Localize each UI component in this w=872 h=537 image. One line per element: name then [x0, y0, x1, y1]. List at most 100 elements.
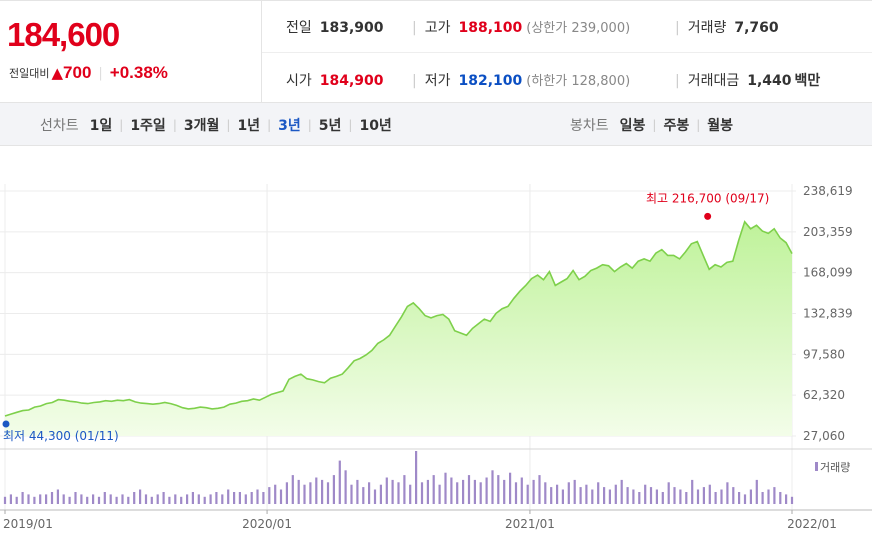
stat-label: 전일	[286, 20, 312, 36]
tab-line-period-6[interactable]: 10년	[359, 118, 392, 134]
volume-bar	[97, 496, 101, 504]
stat-value: 188,100	[458, 20, 523, 36]
volume-bar	[186, 494, 189, 504]
x-axis-ticks: 2019/01 2020/01 2021/01 2022/01	[3, 510, 837, 531]
volume-bar	[133, 492, 136, 504]
volume-bar	[356, 479, 359, 504]
stat-prev-close: 전일 183,900	[286, 17, 384, 37]
tab-candle-period-0[interactable]: 일봉	[619, 118, 646, 134]
tab-line-period-1[interactable]: 1주일	[130, 118, 166, 134]
volume-legend-label: 거래량	[820, 461, 850, 474]
volume-bar	[579, 487, 582, 504]
volume-bar	[92, 494, 95, 504]
volume-bar	[291, 475, 294, 504]
tab-line-period-0[interactable]: 1일	[89, 118, 113, 134]
volume-bar	[168, 496, 171, 504]
divider: |	[412, 20, 417, 36]
volume-bar	[702, 487, 705, 504]
volume-bar	[215, 492, 218, 504]
stat-volume: | 거래량 7,760	[675, 17, 779, 37]
y-tick-label: 203,359	[803, 225, 853, 239]
candle-chart-title: 봉차트	[570, 118, 609, 134]
volume-bar	[503, 479, 506, 504]
volume-bar	[767, 489, 770, 504]
volume-bar	[373, 489, 377, 504]
volume-bars: 거래량	[3, 451, 850, 504]
stat-label: 거래대금	[687, 73, 740, 89]
volume-bar	[321, 479, 324, 504]
volume-bar	[749, 489, 752, 504]
volume-bar	[403, 475, 406, 504]
volume-bar	[150, 496, 153, 504]
divider: |	[412, 73, 417, 89]
volume-bar	[332, 475, 335, 504]
volume-bar	[479, 482, 482, 504]
stat-high: | 고가 188,100 (상한가 239,000)	[412, 17, 630, 37]
tab-candle-period-1[interactable]: 주봉	[663, 118, 690, 134]
stat-open: 시가 184,900	[286, 70, 384, 90]
tab-line-period-2[interactable]: 3개월	[183, 118, 220, 134]
stat-trade-value: | 거래대금 1,440 백만	[675, 70, 820, 90]
x-tick-label: 2019/01	[3, 517, 53, 531]
volume-bar	[626, 487, 629, 504]
tab-divider: |	[172, 118, 177, 132]
volume-bar	[103, 492, 106, 504]
volume-bar	[520, 477, 523, 504]
volume-bar	[732, 487, 735, 504]
volume-bar	[638, 492, 641, 504]
tab-line-period-5[interactable]: 5년	[318, 118, 342, 134]
tab-line-period-4[interactable]: 3년	[278, 118, 301, 134]
volume-bar	[80, 494, 83, 504]
volume-bar	[121, 494, 124, 504]
tab-divider: |	[119, 118, 124, 132]
volume-bar	[556, 484, 559, 504]
tab-candle-period-2[interactable]: 월봉	[707, 118, 734, 134]
volume-bar	[679, 489, 682, 504]
stat-value: 182,100	[458, 73, 523, 89]
change-row: 전일대비 ▲ 700 | +0.38%	[9, 63, 168, 83]
volume-bar	[444, 472, 447, 504]
volume-bar	[550, 487, 553, 504]
volume-bar	[191, 492, 194, 504]
volume-bar	[567, 482, 570, 504]
stat-label: 저가	[424, 73, 451, 89]
volume-bar	[250, 492, 253, 504]
volume-bar	[45, 494, 48, 504]
volume-bar	[9, 494, 12, 504]
volume-bar	[262, 492, 265, 504]
stat-low: | 저가 182,100 (하한가 128,800)	[412, 70, 630, 90]
volume-bar	[303, 484, 306, 504]
volume-bar	[86, 496, 89, 504]
volume-bar	[39, 494, 42, 504]
volume-bar	[297, 479, 300, 504]
line-chart-title: 선차트	[40, 118, 79, 134]
stat-value: 184,900	[319, 73, 384, 89]
min-point-marker	[2, 420, 10, 428]
volume-bar	[56, 489, 59, 504]
volume-bar	[203, 496, 206, 504]
volume-bar	[509, 472, 512, 504]
volume-bar	[620, 479, 623, 504]
chart-period-tabs: 선차트 1일 | 1주일 | 3개월 | 1년 | 3년 | 5년 | 10년 봉차트 일봉 | 주봉 | 월봉	[0, 103, 872, 146]
volume-legend-swatch	[815, 462, 818, 471]
change-label: 전일대비	[9, 67, 50, 80]
volume-bar	[68, 496, 71, 504]
volume-bar	[720, 489, 723, 504]
volume-bar	[450, 477, 453, 504]
volume-bar	[462, 479, 465, 504]
volume-bar	[420, 482, 424, 504]
stat-unit: 백만	[794, 73, 821, 89]
volume-bar	[162, 492, 165, 504]
volume-bar	[755, 479, 758, 504]
x-tick-label: 2022/01	[787, 517, 837, 531]
y-axis-ticks: 238,619 203,359 168,099 132,839 97,580 62,320…	[803, 184, 853, 443]
min-annotation: 최저 44,300 (01/11)	[3, 429, 119, 443]
volume-bar	[591, 489, 594, 504]
y-tick-label: 238,619	[803, 184, 853, 198]
volume-bar	[15, 496, 18, 504]
change-percent: +0.38%	[109, 63, 168, 82]
volume-bar	[397, 482, 400, 504]
tab-divider: |	[652, 118, 657, 132]
volume-bar	[174, 494, 177, 504]
tab-line-period-3[interactable]: 1년	[237, 118, 261, 134]
